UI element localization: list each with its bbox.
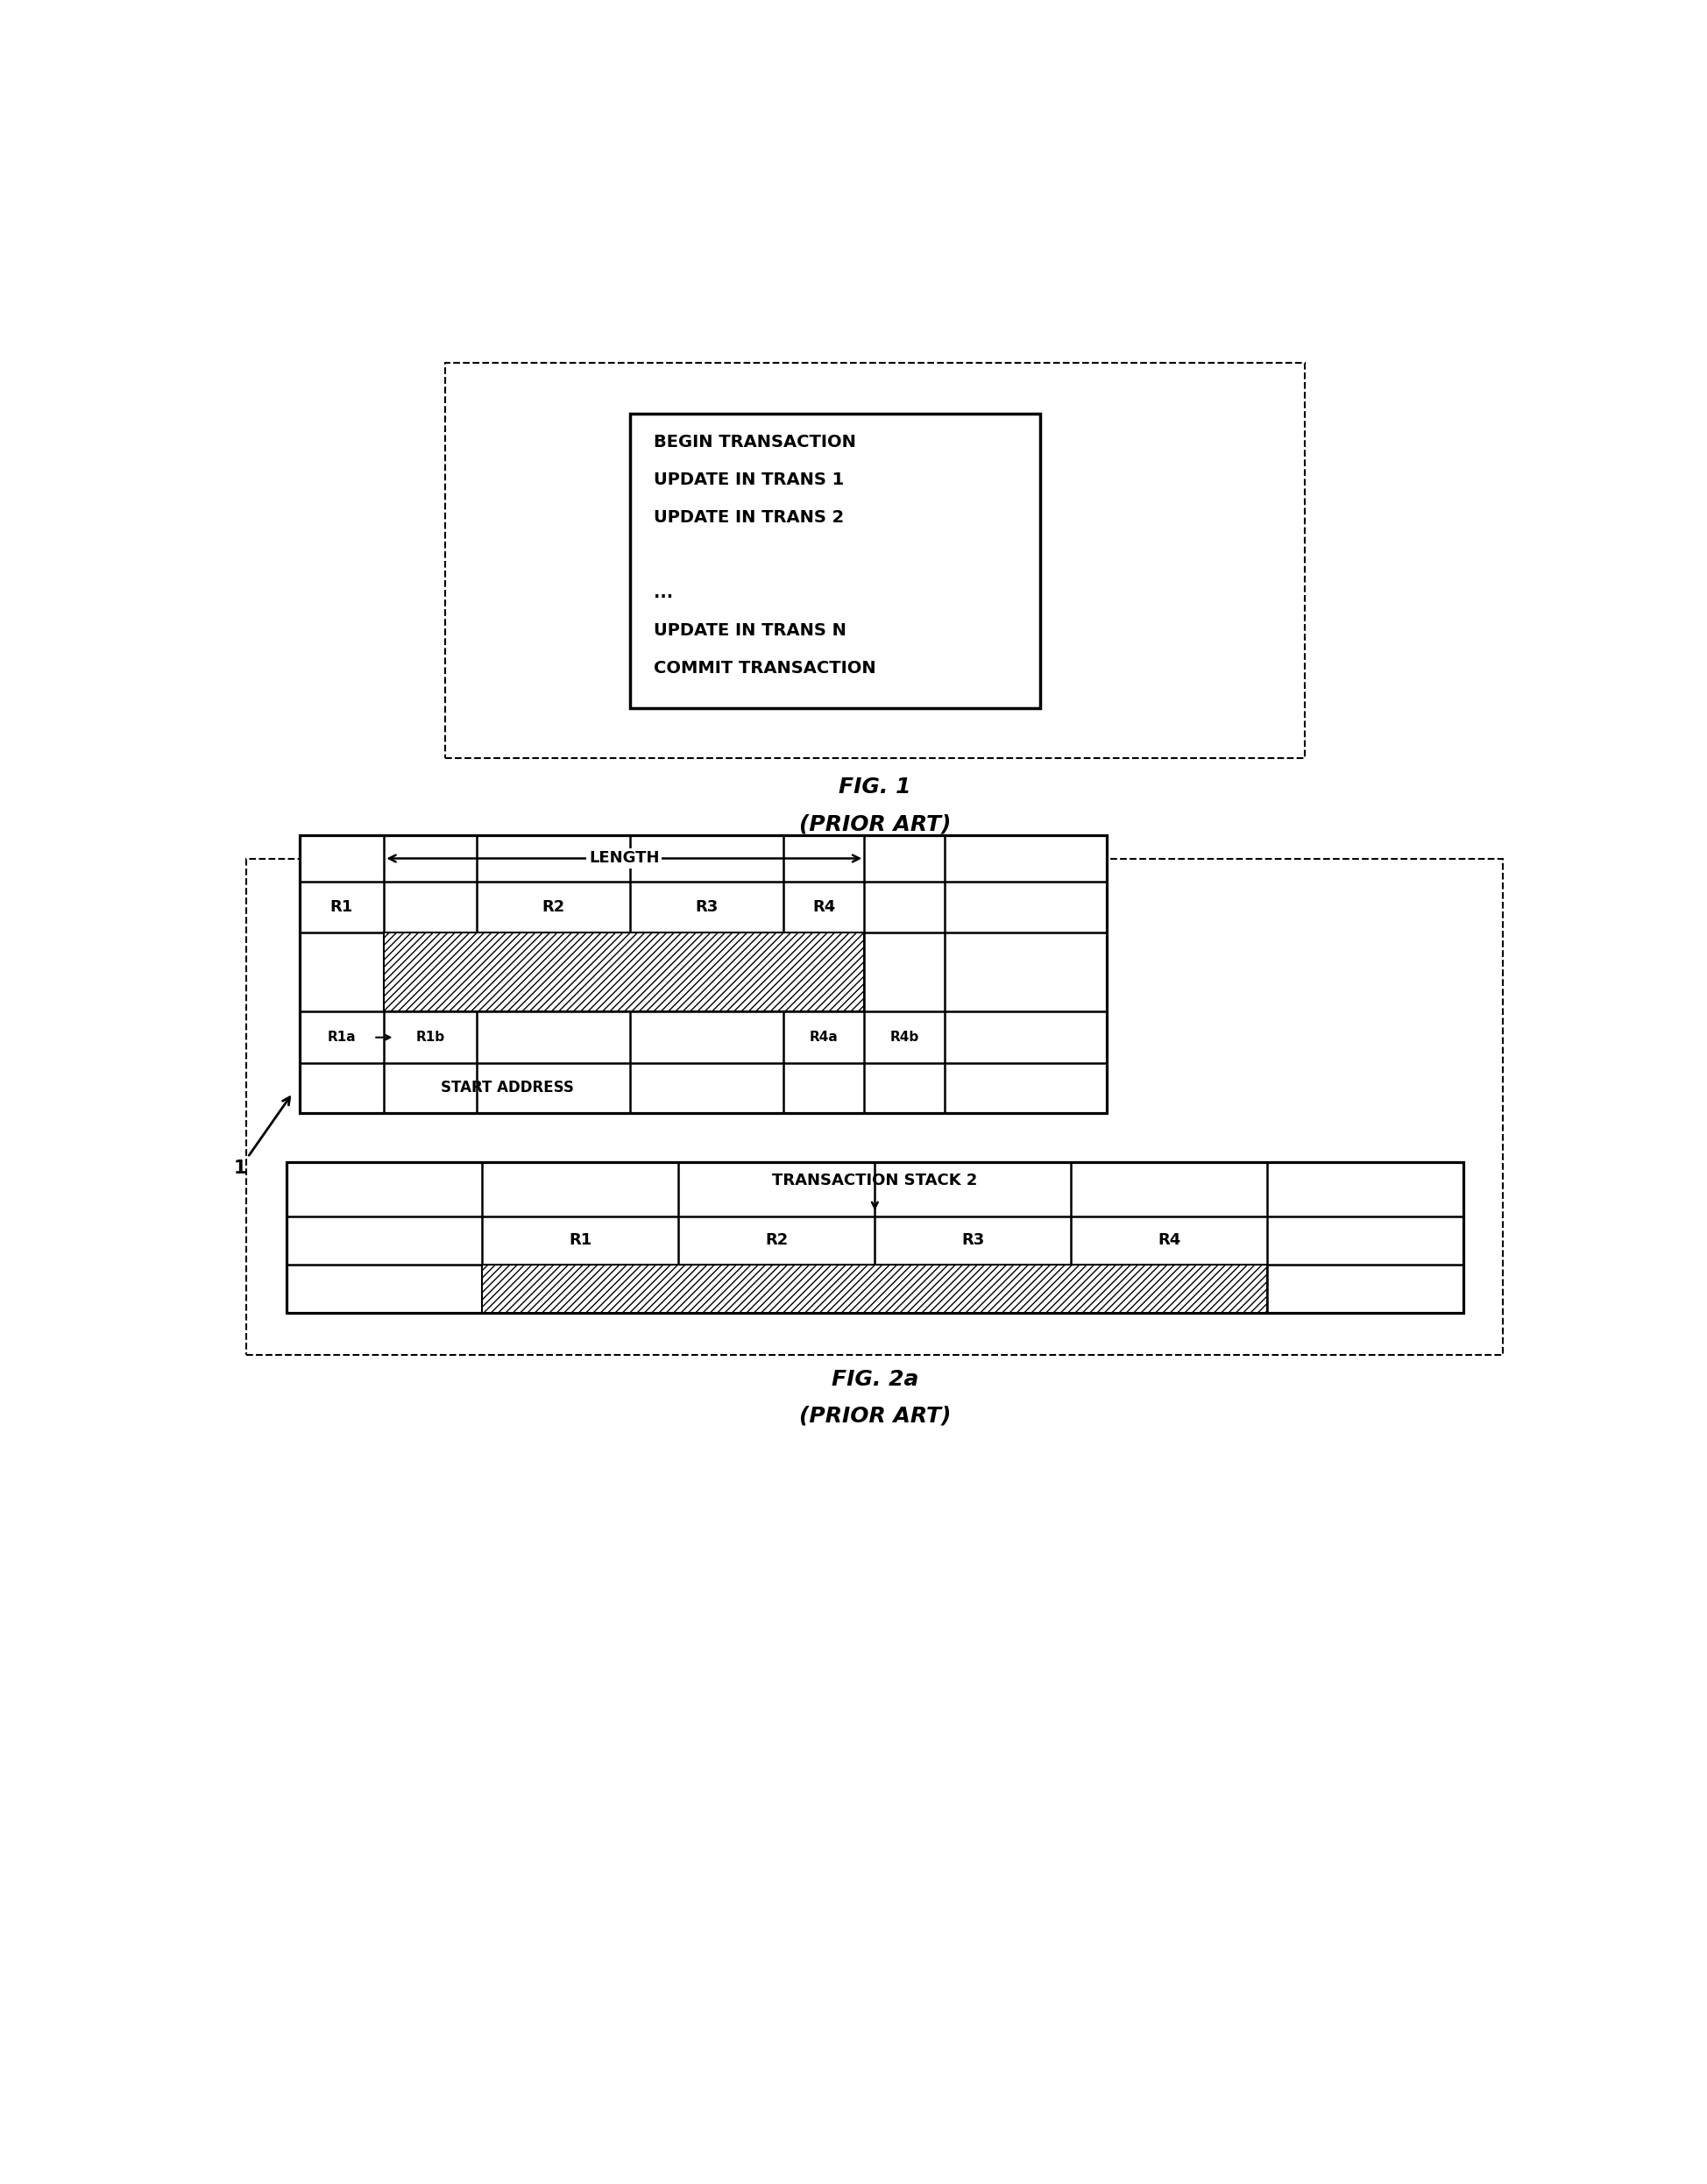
Text: FIG. 2a: FIG. 2a (831, 1369, 918, 1389)
Text: LENGTH: LENGTH (589, 850, 659, 867)
Text: TRANSACTION STACK 2: TRANSACTION STACK 2 (772, 1173, 978, 1188)
Bar (630, 413, 1040, 708)
Bar (287, 1162, 1463, 1313)
Bar (246, 858, 1504, 1354)
Text: R1a: R1a (328, 1031, 357, 1044)
Text: R1: R1 (329, 900, 353, 915)
Text: R2: R2 (543, 900, 565, 915)
Text: BEGIN TRANSACTION: BEGIN TRANSACTION (654, 435, 857, 450)
Bar (446, 363, 1304, 758)
Text: 1: 1 (234, 1096, 290, 1177)
Text: R3: R3 (961, 1232, 985, 1249)
Text: UPDATE IN TRANS 1: UPDATE IN TRANS 1 (654, 472, 845, 487)
Text: ...: ... (654, 585, 673, 601)
Text: START ADDRESS: START ADDRESS (440, 1081, 574, 1096)
Text: UPDATE IN TRANS N: UPDATE IN TRANS N (654, 622, 847, 640)
Bar (384, 933, 864, 1011)
Text: R4: R4 (813, 900, 835, 915)
Text: R4b: R4b (889, 1031, 918, 1044)
Text: (PRIOR ART): (PRIOR ART) (799, 1406, 951, 1426)
Text: UPDATE IN TRANS 2: UPDATE IN TRANS 2 (654, 509, 845, 526)
Text: R2: R2 (765, 1232, 789, 1249)
Text: R3: R3 (695, 900, 719, 915)
Text: R4a: R4a (809, 1031, 838, 1044)
Bar (299, 836, 1106, 1114)
Text: FIG. 1: FIG. 1 (838, 778, 912, 797)
Text: R1: R1 (568, 1232, 592, 1249)
Text: R4: R4 (1157, 1232, 1181, 1249)
Bar (483, 1265, 1267, 1313)
Text: (PRIOR ART): (PRIOR ART) (799, 815, 951, 834)
Text: R1b: R1b (417, 1031, 446, 1044)
Text: COMMIT TRANSACTION: COMMIT TRANSACTION (654, 660, 876, 677)
